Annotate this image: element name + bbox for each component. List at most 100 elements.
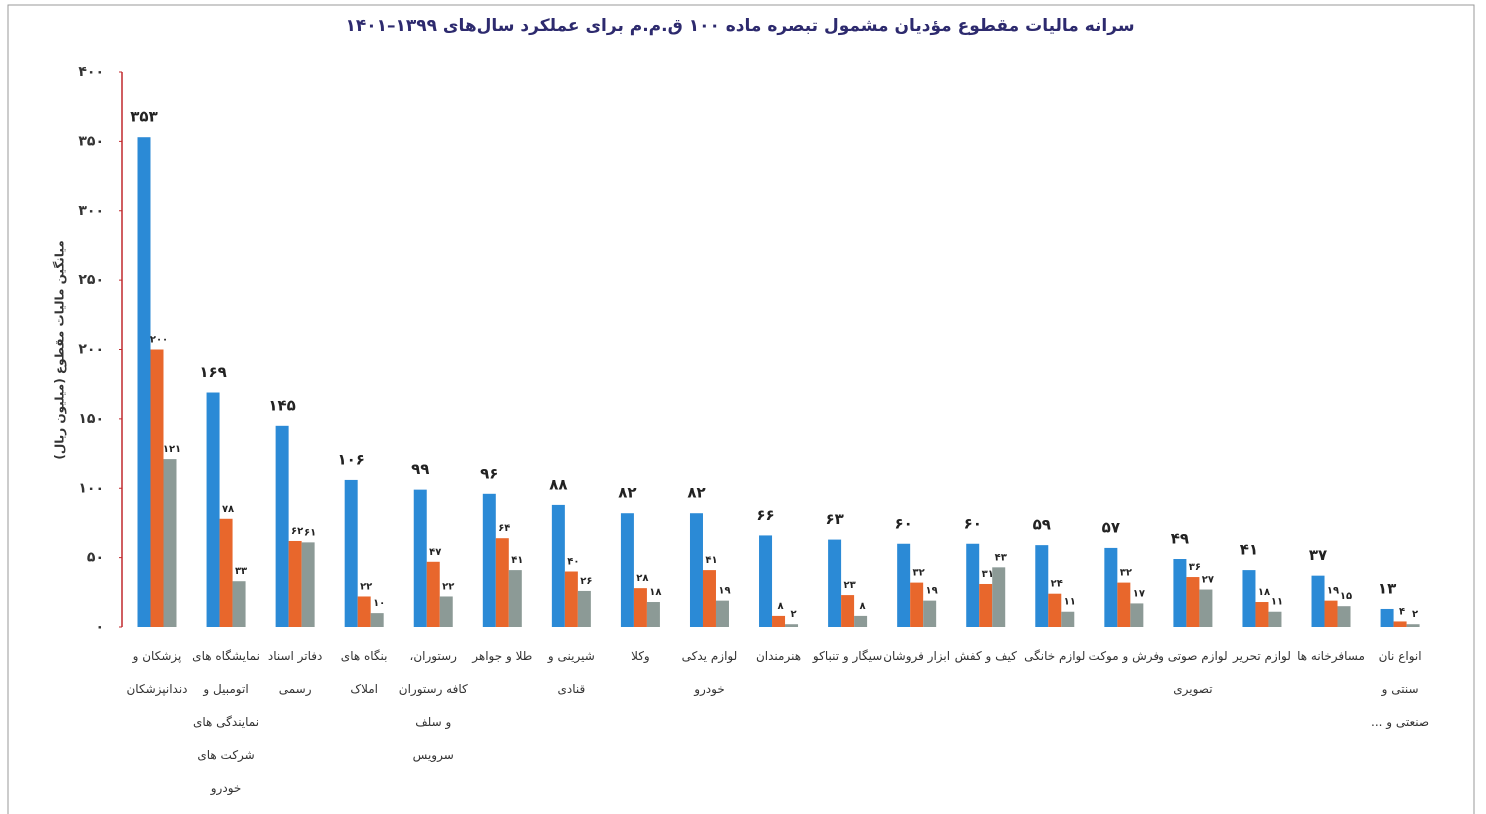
data-label: ۲۶ — [580, 576, 592, 587]
x-tick-label: هنرمندان — [755, 649, 802, 663]
data-label: ۸ — [860, 601, 866, 612]
bar — [357, 596, 371, 627]
data-label: ۶۶ — [756, 506, 774, 524]
data-label: ۴۷ — [429, 547, 441, 558]
bar — [620, 513, 634, 627]
chart-title: سرانه مالیات مقطوع مؤدیان مشمول تبصره ما… — [345, 16, 1134, 36]
data-label: ۱۷ — [1133, 588, 1145, 599]
x-tick-label: سیگار و تنباکو — [812, 649, 883, 663]
y-tick-label: ۰ — [95, 619, 104, 635]
data-label: ۱۰۶ — [337, 450, 364, 468]
data-label: ۶۳ — [825, 510, 843, 528]
bar — [370, 613, 384, 627]
data-label: ۲۴ — [1051, 579, 1063, 590]
bar — [1406, 624, 1420, 627]
data-label: ۲۲ — [442, 581, 454, 592]
bar — [910, 582, 924, 627]
bar — [1311, 575, 1325, 627]
bar — [1104, 547, 1118, 627]
x-tick-label: وکلا — [631, 649, 650, 663]
bar — [219, 518, 233, 627]
data-label: ۲۸ — [636, 573, 648, 584]
data-label: ۲ — [1412, 609, 1418, 620]
bar — [288, 540, 302, 627]
data-label: ۱۶۹ — [199, 363, 226, 381]
data-label: ۶۴ — [498, 523, 510, 534]
bar — [495, 538, 509, 627]
y-tick-label: ۳۰۰ — [78, 203, 104, 219]
bar — [1255, 602, 1269, 627]
data-label: ۱۴۵ — [268, 396, 295, 414]
bar — [439, 596, 453, 627]
data-label: ۴۹ — [1171, 530, 1189, 548]
bar — [715, 600, 729, 627]
data-label: ۴۳ — [995, 552, 1007, 563]
bar — [1117, 582, 1131, 627]
x-tick-label: طلا و جواهر — [472, 649, 533, 663]
x-tick-label: بنگاه های املاک — [340, 649, 388, 696]
bar — [785, 624, 799, 627]
bar — [1324, 600, 1338, 627]
bar — [150, 349, 164, 627]
x-tick-label: کیف و کفش — [954, 649, 1017, 663]
data-label: ۱۲۱ — [163, 444, 181, 455]
y-tick-label: ۲۰۰ — [78, 342, 104, 358]
data-label: ۲۳ — [843, 580, 855, 591]
data-label: ۶۱ — [304, 527, 316, 538]
bar — [426, 561, 440, 627]
bar — [1173, 559, 1187, 627]
y-tick-label: ۲۵۰ — [78, 272, 104, 288]
bar — [206, 392, 220, 627]
x-tick-label: لوازم صوتی و تصویری — [1158, 649, 1228, 696]
bar — [992, 567, 1006, 627]
bar — [966, 543, 980, 627]
x-tick-label: رستوران، کافه رستوران و سلف سرویس — [398, 649, 468, 762]
bar — [577, 590, 591, 627]
data-label: ۳۶ — [1189, 562, 1201, 573]
x-tick-label: فرش و موکت — [1088, 649, 1160, 663]
data-label: ۸۲ — [687, 484, 705, 502]
data-label: ۱۰ — [373, 598, 385, 609]
bar — [759, 535, 773, 627]
data-label: ۹۹ — [411, 460, 429, 478]
bar — [923, 600, 937, 627]
bar — [772, 615, 786, 627]
bar — [1393, 621, 1407, 627]
y-tick-label: ۴۰۰ — [78, 64, 104, 80]
x-tick-label: شیرینی و قنادی — [547, 649, 595, 696]
data-label: ۱۹ — [926, 586, 938, 597]
data-label: ۵۷ — [1102, 518, 1120, 536]
data-label: ۴۱ — [1240, 541, 1258, 559]
bar — [482, 493, 496, 627]
data-label: ۷۸ — [222, 504, 234, 515]
y-tick-label: ۱۵۰ — [78, 411, 104, 427]
frame — [7, 4, 1475, 814]
bar — [1186, 577, 1200, 627]
bar — [1061, 611, 1075, 627]
data-label: ۸۲ — [618, 484, 636, 502]
data-label: ۵۹ — [1033, 516, 1051, 534]
bar — [1268, 611, 1282, 627]
data-label: ۸ — [777, 601, 783, 612]
bar — [551, 504, 565, 627]
bar — [344, 479, 358, 627]
x-tick-label: پزشکان و دندانپزشکان — [126, 649, 188, 696]
bar — [1337, 606, 1351, 627]
data-label: ۶۲ — [291, 526, 303, 537]
bar — [854, 615, 868, 627]
data-label: ۱۸ — [649, 587, 661, 598]
x-tick-label: دفاتر اسناد رسمی — [267, 649, 323, 696]
bar — [1035, 545, 1049, 627]
data-label: ۴۰ — [567, 557, 579, 568]
bar — [163, 459, 177, 627]
data-label: ۳۲ — [913, 568, 925, 579]
data-label: ۱۱ — [1271, 597, 1283, 608]
bar — [275, 425, 289, 627]
data-label: ۲۲ — [360, 581, 372, 592]
bar — [979, 583, 993, 627]
data-label: ۳۱ — [982, 569, 994, 580]
x-tick-label: مسافرخانه ها — [1297, 649, 1365, 663]
bar — [137, 137, 151, 627]
bar — [1130, 603, 1144, 627]
